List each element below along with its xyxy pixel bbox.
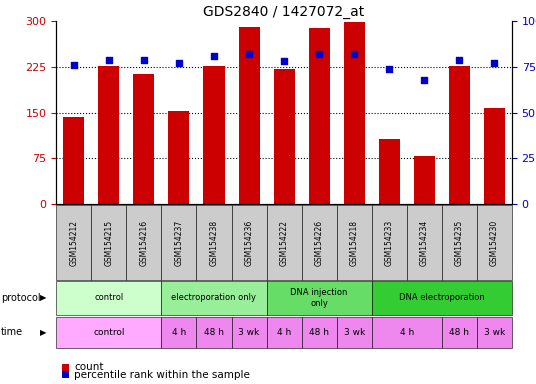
Text: GSM154234: GSM154234	[420, 220, 429, 266]
Text: 3 wk: 3 wk	[483, 328, 505, 337]
Text: control: control	[94, 293, 123, 303]
Text: count: count	[74, 362, 103, 372]
Point	[210, 53, 218, 59]
Text: GSM154216: GSM154216	[139, 220, 148, 266]
Text: 48 h: 48 h	[204, 328, 224, 337]
Text: control: control	[93, 328, 124, 337]
Point	[315, 51, 323, 57]
Text: GSM154233: GSM154233	[385, 220, 394, 266]
Text: 3 wk: 3 wk	[239, 328, 259, 337]
Point	[139, 56, 148, 63]
Text: GSM154238: GSM154238	[210, 220, 219, 266]
Text: 4 h: 4 h	[400, 328, 414, 337]
Point	[420, 77, 429, 83]
Text: DNA electroporation: DNA electroporation	[399, 293, 485, 303]
Bar	[484, 108, 505, 204]
Text: GSM154236: GSM154236	[244, 220, 254, 266]
Bar	[63, 117, 84, 204]
Text: 48 h: 48 h	[449, 328, 470, 337]
Text: GSM154235: GSM154235	[455, 220, 464, 266]
Point	[105, 56, 113, 63]
Point	[70, 62, 78, 68]
Bar	[98, 66, 120, 204]
Bar	[309, 28, 330, 204]
Bar	[379, 139, 400, 204]
Text: ▶: ▶	[40, 293, 47, 303]
Bar	[449, 66, 470, 204]
Text: 48 h: 48 h	[309, 328, 329, 337]
Text: GSM154218: GSM154218	[349, 220, 359, 266]
Point	[385, 66, 393, 72]
Bar	[168, 111, 189, 204]
Bar	[344, 22, 364, 204]
Title: GDS2840 / 1427072_at: GDS2840 / 1427072_at	[204, 5, 364, 19]
Point	[245, 51, 254, 57]
Text: 3 wk: 3 wk	[344, 328, 365, 337]
Text: percentile rank within the sample: percentile rank within the sample	[74, 370, 250, 380]
Text: GSM154212: GSM154212	[69, 220, 78, 266]
Bar	[239, 26, 259, 204]
Point	[490, 60, 498, 66]
Bar	[414, 156, 435, 204]
Point	[280, 58, 288, 65]
Text: DNA injection
only: DNA injection only	[291, 288, 348, 308]
Point	[175, 60, 183, 66]
Text: GSM154222: GSM154222	[280, 220, 288, 266]
Bar	[273, 69, 295, 204]
Point	[350, 51, 359, 57]
Bar	[133, 74, 154, 204]
Text: time: time	[1, 327, 23, 337]
Text: GSM154226: GSM154226	[315, 220, 324, 266]
Text: protocol: protocol	[1, 293, 41, 303]
Text: GSM154237: GSM154237	[174, 220, 183, 266]
Text: electroporation only: electroporation only	[172, 293, 257, 303]
Text: ▶: ▶	[40, 328, 47, 337]
Text: 4 h: 4 h	[172, 328, 186, 337]
Bar	[204, 66, 225, 204]
Text: GSM154215: GSM154215	[105, 220, 113, 266]
Text: 4 h: 4 h	[277, 328, 291, 337]
Text: GSM154230: GSM154230	[490, 220, 499, 266]
Point	[455, 56, 464, 63]
